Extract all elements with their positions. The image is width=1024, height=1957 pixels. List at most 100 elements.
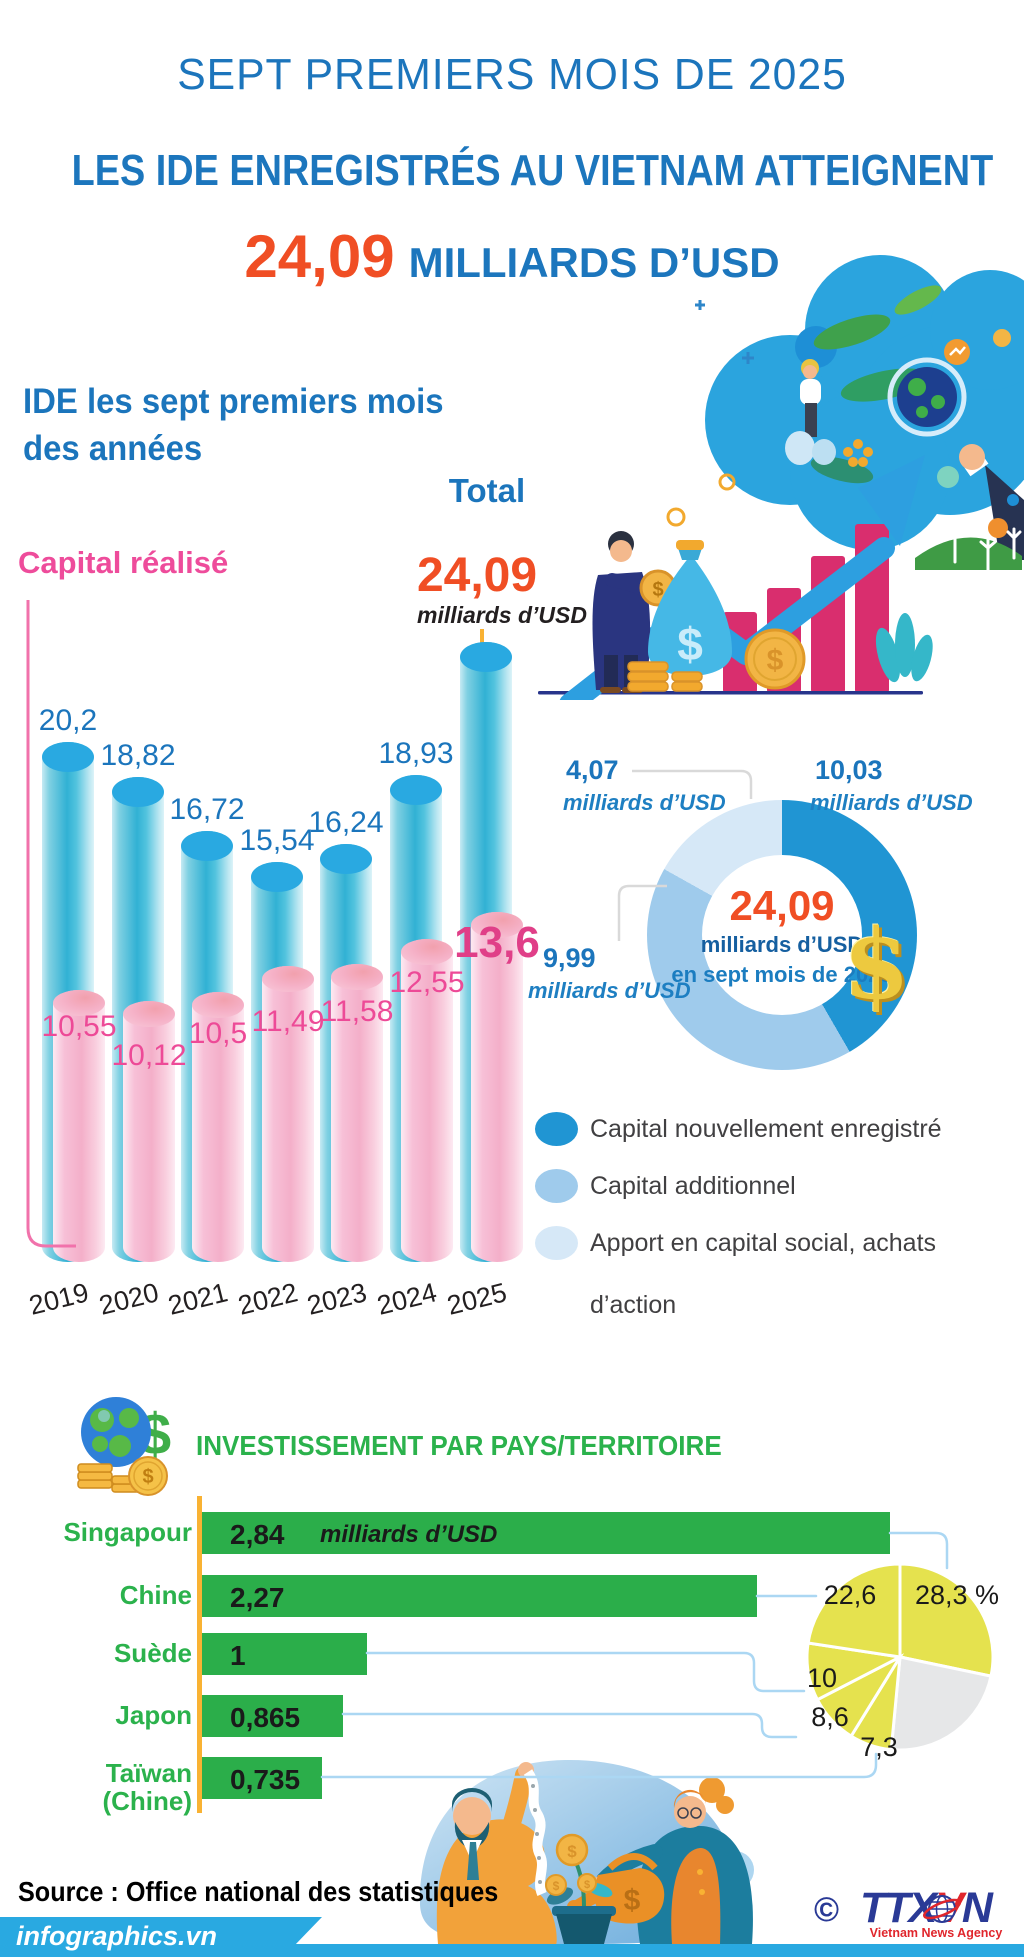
globe-dollar-icon: $ $ xyxy=(77,1397,171,1496)
realised-value-label: 10,12 xyxy=(111,1039,187,1073)
country-bar xyxy=(202,1575,757,1617)
total-bar-cap xyxy=(460,641,512,672)
realised-bar-cap xyxy=(401,938,453,965)
gold-dollar-icon: $ xyxy=(843,908,910,1021)
total-bar-cap xyxy=(181,831,233,862)
donut-label-newly-value: 10,03 xyxy=(815,755,883,785)
country-label: Suède xyxy=(113,1638,192,1668)
country-bar xyxy=(202,1633,367,1675)
source-note: Source : Office national des statistique… xyxy=(18,1876,499,1907)
country-value-label: 0,735 xyxy=(230,1764,301,1795)
legend-dot-additional xyxy=(535,1169,578,1203)
realised-value-label: 12,55 xyxy=(389,965,465,999)
brand-name: infographics.vn xyxy=(16,1921,218,1951)
total-value-label: 15,54 xyxy=(239,823,315,857)
woman-watering-icon xyxy=(592,1777,753,1944)
legend-label-apport-line1: Apport en capital social, achats xyxy=(590,1229,937,1257)
legend-label-apport-line2: d’action xyxy=(590,1291,677,1319)
donut-center-amount: 24,09 xyxy=(729,881,835,929)
realised-bar-cap xyxy=(262,966,314,993)
total-bar-cap xyxy=(390,774,442,805)
headline-amount-value: 24,09 xyxy=(244,223,395,290)
country-label: Taïwan (Chine) xyxy=(102,1758,192,1816)
total-value-label: 18,82 xyxy=(100,739,176,773)
donut-label-apport-value: 4,07 xyxy=(566,755,619,785)
money-bags-icon xyxy=(785,431,873,467)
realised-value-label: 13,6 xyxy=(454,917,540,967)
country-label: Chine xyxy=(119,1580,192,1610)
total-bar-cap xyxy=(112,777,164,808)
donut-center-unit: milliards d’USD xyxy=(700,931,864,957)
realised-bar xyxy=(123,1001,175,1262)
country-bar xyxy=(202,1757,322,1799)
ttxvn-globe-icon xyxy=(922,1895,962,1923)
svg-text:$: $ xyxy=(142,1466,153,1488)
total-bar-cap xyxy=(320,843,372,874)
realised-bar xyxy=(401,938,453,1262)
donut-center-period: en sept mois de 2025 xyxy=(671,961,893,987)
country-label: Singapour xyxy=(63,1517,192,1547)
realised-bar xyxy=(471,911,523,1262)
total-value-label: 16,72 xyxy=(169,793,245,827)
country-value-label: 1 xyxy=(230,1640,246,1671)
realised-bar-cap xyxy=(331,963,383,990)
page-title: LES IDE ENREGISTRÉS AU VIETNAM ATTEIGNEN… xyxy=(71,146,994,195)
brand-banner xyxy=(0,1917,322,1957)
total-bar-cap xyxy=(251,861,303,892)
countries-axis xyxy=(197,1496,202,1813)
hill-icon xyxy=(915,537,1022,570)
pie-percent-label: 8,6 xyxy=(811,1702,849,1732)
blue-blob-icon xyxy=(705,255,1024,572)
countries-chart-title: INVESTISSEMENT PAR PAYS/TERRITOIRE xyxy=(196,1430,722,1461)
series-total-label: Total xyxy=(448,472,526,509)
headline-amount-unit: MILLIARDS D’USD xyxy=(408,239,780,286)
pie-percent-label: 28,3 % xyxy=(914,1580,1000,1610)
country-label: Japon xyxy=(115,1700,192,1730)
ttxvn-part1: TTX xyxy=(860,1884,937,1932)
ttxvn-tagline: Vietnam News Agency xyxy=(869,1926,1003,1940)
gold-coin-icon: $ xyxy=(744,628,806,690)
standing-person-icon xyxy=(800,359,821,437)
donut-label-additional-unit: milliards d’USD xyxy=(528,978,691,1003)
pie-percent-label: 7,3 xyxy=(860,1732,898,1762)
country-value-label: 0,865 xyxy=(230,1702,301,1733)
investment-growth-illustration: $ $ $ xyxy=(538,255,1024,700)
bar-chart-title-line2: des années xyxy=(23,429,203,468)
total-value-label: 18,93 xyxy=(378,736,454,770)
donut-hole xyxy=(702,855,862,1015)
bar-chart-title: IDE les sept premiers mois des années xyxy=(23,378,444,472)
realised-bar xyxy=(192,991,244,1262)
total-2025-value: 24,09 xyxy=(416,549,538,602)
total-value-label: 16,24 xyxy=(308,805,384,839)
legend-label-additional: Capital additionnel xyxy=(590,1172,796,1200)
donut-chart: 24,09 milliards d’USD en sept mois de 20… xyxy=(647,800,917,1070)
man-measuring-icon xyxy=(436,1762,557,1944)
realised-bar-cap xyxy=(471,911,523,938)
realised-bar-cap xyxy=(192,991,244,1018)
money-plant-illustration: $ $ $ $ xyxy=(419,1759,754,1944)
legend-dot-apport xyxy=(535,1226,578,1260)
svg-text:$: $ xyxy=(567,1842,577,1861)
wind-turbine-icons xyxy=(944,522,1022,572)
svg-text:$: $ xyxy=(624,1884,641,1917)
pie-percent-label: 22,6 xyxy=(823,1580,877,1610)
realised-bar-cap xyxy=(123,1001,175,1028)
svg-text:$: $ xyxy=(584,1879,590,1891)
series-realised-label: Capital réalisé xyxy=(18,545,229,580)
country-value-unit: milliards d’USD xyxy=(320,1521,498,1548)
coin-stacks-icon xyxy=(627,661,703,692)
earth-magnifier-icon xyxy=(887,357,967,437)
sparkle-icons xyxy=(666,300,754,527)
realised-bar xyxy=(262,966,314,1262)
page-headline-amount: 24,09 MILLIARDS D’USD xyxy=(0,222,1024,291)
donut-label-apport-unit: milliards d’USD xyxy=(563,790,726,815)
country-value-label: 2,84 xyxy=(230,1519,285,1550)
legend-dot-newly xyxy=(535,1112,578,1146)
country-value-label: 2,27 xyxy=(230,1582,285,1613)
coin-plant-icon: $ $ $ xyxy=(545,1833,616,1944)
copyright-icon: © xyxy=(814,1891,840,1929)
page-supertitle: SEPT PREMIERS MOIS DE 2025 xyxy=(177,50,847,99)
bar-chart-title-line1: IDE les sept premiers mois xyxy=(23,382,444,421)
svg-text:$: $ xyxy=(553,1879,560,1893)
